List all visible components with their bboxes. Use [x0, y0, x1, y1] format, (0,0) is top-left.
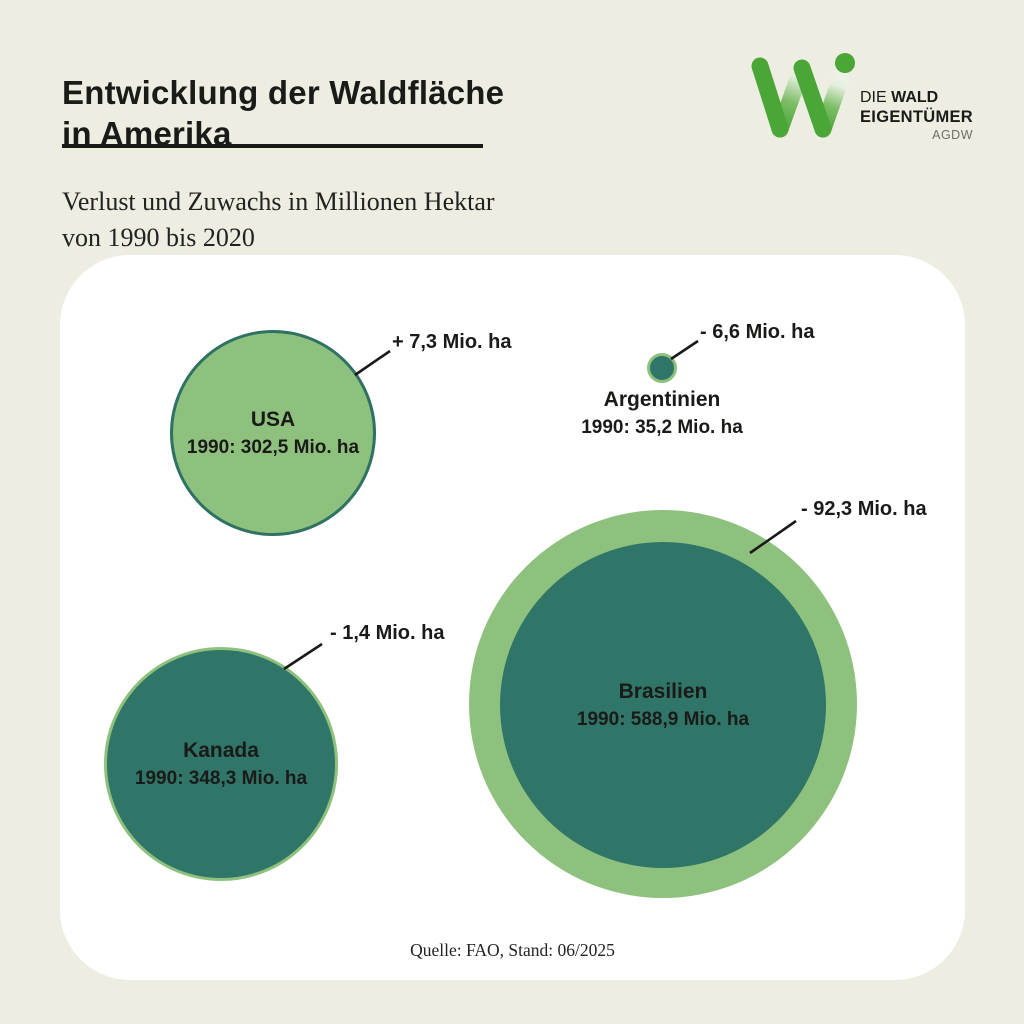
- annotation-kanada-change: - 1,4 Mio. ha: [330, 622, 445, 644]
- bubble-usa: USA 1990: 302,5 Mio. ha: [170, 330, 376, 536]
- logo-w-icon: [750, 52, 856, 149]
- annotation-brasilien-change: - 92,3 Mio. ha: [801, 498, 927, 520]
- subtitle-line2: von 1990 bis 2020: [62, 223, 255, 252]
- bubble-usa-name: USA: [250, 407, 296, 431]
- bubble-argentinien-value: 1990: 35,2 Mio. ha: [581, 417, 743, 438]
- logo-line-eigentuemer: EIGENTÜMER: [860, 108, 974, 126]
- bubble-brasilien-name: Brasilien: [618, 679, 708, 703]
- page-subtitle: Verlust und Zuwachs in Millionen Hektar …: [62, 184, 622, 256]
- title-underline: [62, 144, 483, 148]
- logo-line-die-wald: DIE WALD: [860, 89, 939, 106]
- bubble-brasilien-value: 1990: 588,9 Mio. ha: [576, 708, 750, 730]
- bubble-usa-value: 1990: 302,5 Mio. ha: [186, 436, 360, 458]
- brand-logo: DIE WALD EIGENTÜMER AGDW: [750, 52, 973, 149]
- bubble-argentinien-name: Argentinien: [603, 388, 721, 411]
- page-title-line1: Entwicklung der Waldfläche: [62, 74, 505, 112]
- page-title: Entwicklung der Waldfläche in Amerika: [62, 72, 622, 154]
- bubble-kanada-value: 1990: 348,3 Mio. ha: [134, 767, 308, 789]
- logo-line-agdw: AGDW: [932, 127, 974, 142]
- bubble-argentinien: [647, 353, 677, 383]
- annotation-usa-change: + 7,3 Mio. ha: [392, 331, 512, 353]
- bubble-kanada: Kanada 1990: 348,3 Mio. ha: [104, 647, 338, 881]
- source-note: Quelle: FAO, Stand: 06/2025: [410, 940, 615, 960]
- logo-wordmark: DIE WALD EIGENTÜMER AGDW: [860, 90, 973, 141]
- bubble-kanada-name: Kanada: [183, 738, 259, 762]
- bubble-brasilien: Brasilien 1990: 588,9 Mio. ha: [500, 542, 826, 868]
- bubble-argentinien-labels: Argentinien 1990: 35,2 Mio. ha: [545, 388, 779, 439]
- annotation-argentinien-change: - 6,6 Mio. ha: [700, 321, 815, 343]
- subtitle-line1: Verlust und Zuwachs in Millionen Hektar: [62, 187, 495, 216]
